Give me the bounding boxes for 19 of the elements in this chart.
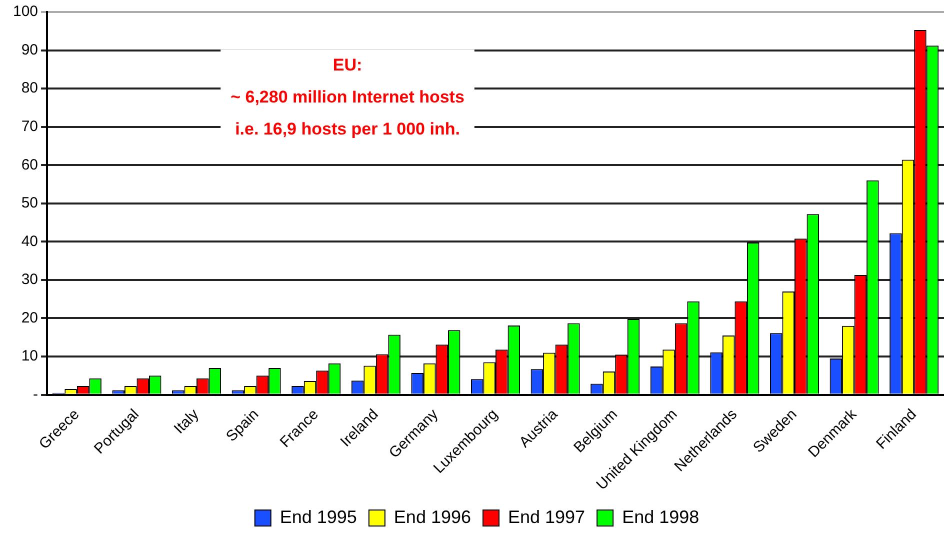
x-tick-label: Italy bbox=[170, 406, 203, 438]
y-tick-label: 30 bbox=[21, 271, 38, 288]
y-tick-label: - bbox=[33, 386, 38, 403]
legend-label: End 1995 bbox=[280, 506, 357, 527]
y-tick-label: 40 bbox=[21, 232, 38, 250]
legend-label: End 1996 bbox=[394, 506, 472, 527]
y-tick-label: 50 bbox=[21, 194, 38, 212]
y-tick-label: 60 bbox=[21, 156, 38, 174]
legend-label: End 1998 bbox=[622, 506, 700, 527]
y-tick-label: 70 bbox=[21, 118, 38, 135]
y-tick-label: 90 bbox=[21, 41, 38, 58]
y-tick-label: 100 bbox=[12, 3, 38, 20]
annotation: EU: bbox=[332, 55, 362, 74]
annotation: i.e. 16,9 hosts per 1 000 inh. bbox=[235, 119, 460, 138]
annotation: ~ 6,280 million Internet hosts bbox=[230, 87, 464, 106]
y-tick-label: 80 bbox=[21, 80, 38, 97]
legend-label: End 1997 bbox=[508, 506, 586, 527]
y-tick-label: 20 bbox=[21, 309, 38, 326]
y-tick-label: 10 bbox=[21, 348, 38, 365]
